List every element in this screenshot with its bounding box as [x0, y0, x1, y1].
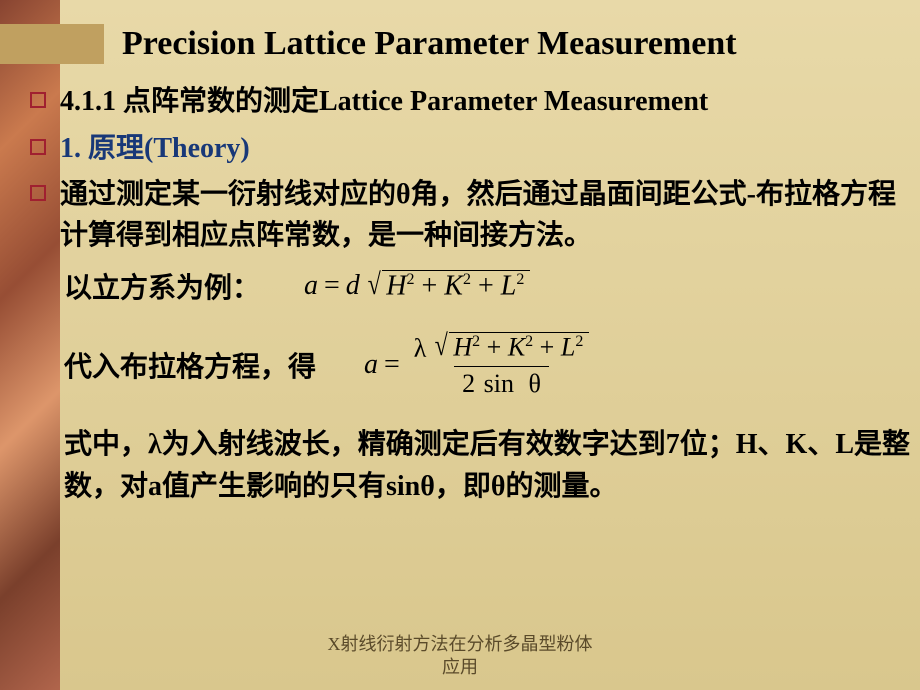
eq1-lhs: a	[304, 270, 318, 302]
eq1-expK: 2	[463, 271, 471, 288]
eq2-H: H	[453, 333, 472, 362]
title-bar: Precision Lattice Parameter Measurement	[0, 24, 920, 64]
eq2-expK: 2	[525, 333, 533, 350]
eq2-L: L	[561, 333, 575, 362]
eq2-sqrt: √ H2 + K2 + L2	[433, 332, 589, 362]
paragraph-2: 式中，λ为入射线波长，精确测定后有效数字达到7位；H、K、L是整数，对a值产生影…	[30, 424, 910, 508]
equation-2: a = λ √ H2 + K2 + L2	[364, 330, 597, 400]
sqrt-icon: √	[367, 270, 380, 300]
eq2-theta: θ	[522, 369, 540, 398]
eq1-K: K	[444, 271, 463, 302]
slide-footer: X射线衍射方法在分析多晶型粉体 应用	[0, 633, 920, 678]
eq2-numerator: λ √ H2 + K2 + L2	[406, 330, 598, 365]
eq1-plus2: +	[478, 271, 494, 302]
bullet-text-1: 4.1.1 点阵常数的测定Lattice Parameter Measureme…	[60, 82, 708, 123]
eq2-K: K	[508, 333, 525, 362]
eq2-plus1: +	[487, 333, 502, 362]
bullet-text-2: 1. 原理(Theory)	[60, 129, 250, 170]
eq2-radicand: H2 + K2 + L2	[449, 332, 589, 362]
page-title: Precision Lattice Parameter Measurement	[104, 25, 737, 63]
eq1-plus1: +	[422, 271, 438, 302]
bullet-line-2: 1. 原理(Theory)	[30, 129, 910, 170]
eq1-radicand: H2 + K2 + L2	[382, 270, 530, 302]
eq2-sin: sin	[482, 369, 516, 398]
eq1-expL: 2	[516, 271, 524, 288]
eq2-equals: =	[384, 349, 400, 381]
eq2-plus2: +	[540, 333, 555, 362]
footer-line-1: X射线衍射方法在分析多晶型粉体	[0, 633, 920, 656]
eq1-equals: =	[324, 270, 340, 302]
eq2-lhs: a	[364, 349, 378, 381]
slide-body: 4.1.1 点阵常数的测定Lattice Parameter Measureme…	[30, 82, 910, 508]
equation-row-1: 以立方系为例： a = d √ H2 + K2 + L2	[64, 266, 910, 306]
equation-1-label: 以立方系为例：	[64, 266, 304, 306]
eq2-denominator: 2 sin θ	[454, 366, 549, 401]
eq2-expH: 2	[472, 333, 480, 350]
eq1-L: L	[501, 271, 517, 302]
bullet-line-1: 4.1.1 点阵常数的测定Lattice Parameter Measureme…	[30, 82, 910, 123]
eq2-fraction: λ √ H2 + K2 + L2 2 sin	[406, 330, 598, 400]
title-accent-block	[0, 24, 104, 64]
footer-line-2: 应用	[0, 656, 920, 679]
equation-2-label: 代入布拉格方程，得	[64, 345, 334, 385]
equation-row-2: 代入布拉格方程，得 a = λ √ H2 + K2 + L2	[64, 330, 910, 400]
sqrt-icon: √	[435, 331, 448, 361]
eq1-coef: d	[346, 270, 360, 302]
bullet-icon	[30, 92, 46, 108]
eq1-expH: 2	[407, 271, 415, 288]
eq1-sqrt: √ H2 + K2 + L2	[366, 270, 531, 302]
bullet-line-3: 通过测定某一衍射线对应的θ角，然后通过晶面间距公式-布拉格方程计算得到相应点阵常…	[30, 175, 910, 256]
eq2-expL: 2	[575, 333, 583, 350]
eq1-H: H	[386, 271, 406, 302]
equation-1: a = d √ H2 + K2 + L2	[304, 270, 530, 302]
eq2-lambda: λ	[414, 334, 427, 363]
eq2-two: 2	[462, 369, 475, 398]
bullet-icon	[30, 185, 46, 201]
bullet-icon	[30, 139, 46, 155]
bullet-text-3: 通过测定某一衍射线对应的θ角，然后通过晶面间距公式-布拉格方程计算得到相应点阵常…	[60, 175, 910, 256]
